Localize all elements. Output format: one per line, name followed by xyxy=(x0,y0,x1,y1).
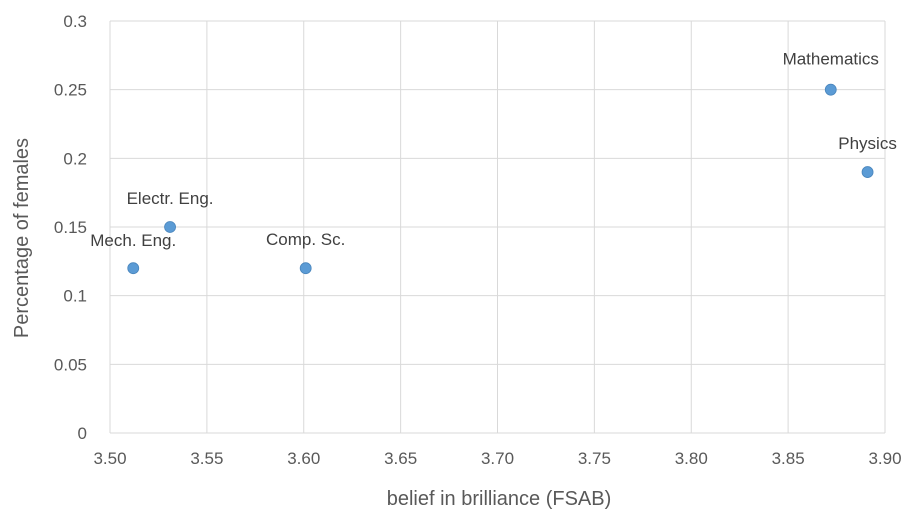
point-label: Mech. Eng. xyxy=(90,231,176,250)
x-tick-label: 3.50 xyxy=(93,449,126,468)
x-tick-label: 3.60 xyxy=(287,449,320,468)
gridlines xyxy=(109,20,886,434)
y-tick-label: 0.1 xyxy=(63,287,87,306)
data-point xyxy=(127,262,140,275)
y-tick-label: 0 xyxy=(78,424,87,443)
point-label: Electr. Eng. xyxy=(127,189,214,208)
data-point xyxy=(824,83,837,96)
y-tick-label: 0.15 xyxy=(54,218,87,237)
x-tick-label: 3.65 xyxy=(384,449,417,468)
y-axis-title: Percentage of females xyxy=(11,138,33,338)
y-tick-label: 0.05 xyxy=(54,355,87,374)
data-point xyxy=(861,166,874,178)
data-point xyxy=(164,221,176,233)
x-tick-label: 3.55 xyxy=(190,449,223,468)
point-labels: Mech. Eng. Electr. Eng. Comp. Sc. Mathemati… xyxy=(90,50,897,251)
data-points xyxy=(127,83,874,275)
x-tick-label: 3.80 xyxy=(675,449,708,468)
point-label: Comp. Sc. xyxy=(266,230,345,249)
y-tick-label: 0.25 xyxy=(54,81,87,100)
x-tick-label: 3.70 xyxy=(481,449,514,468)
data-point xyxy=(299,262,312,275)
x-tick-label: 3.90 xyxy=(868,449,901,468)
point-label: Mathematics xyxy=(783,50,879,69)
x-axis-ticks: 3.50 3.55 3.60 3.65 3.70 3.75 3.80 3.85 3.90 xyxy=(93,449,901,468)
point-label: Physics xyxy=(838,134,897,153)
y-axis-ticks: 0 0.05 0.1 0.15 0.2 0.25 0.3 xyxy=(54,12,87,443)
x-axis-title: belief in brilliance (FSAB) xyxy=(387,488,612,510)
y-tick-label: 0.2 xyxy=(63,149,87,168)
x-tick-label: 3.85 xyxy=(772,449,805,468)
x-tick-label: 3.75 xyxy=(578,449,611,468)
y-tick-label: 0.3 xyxy=(63,12,87,31)
